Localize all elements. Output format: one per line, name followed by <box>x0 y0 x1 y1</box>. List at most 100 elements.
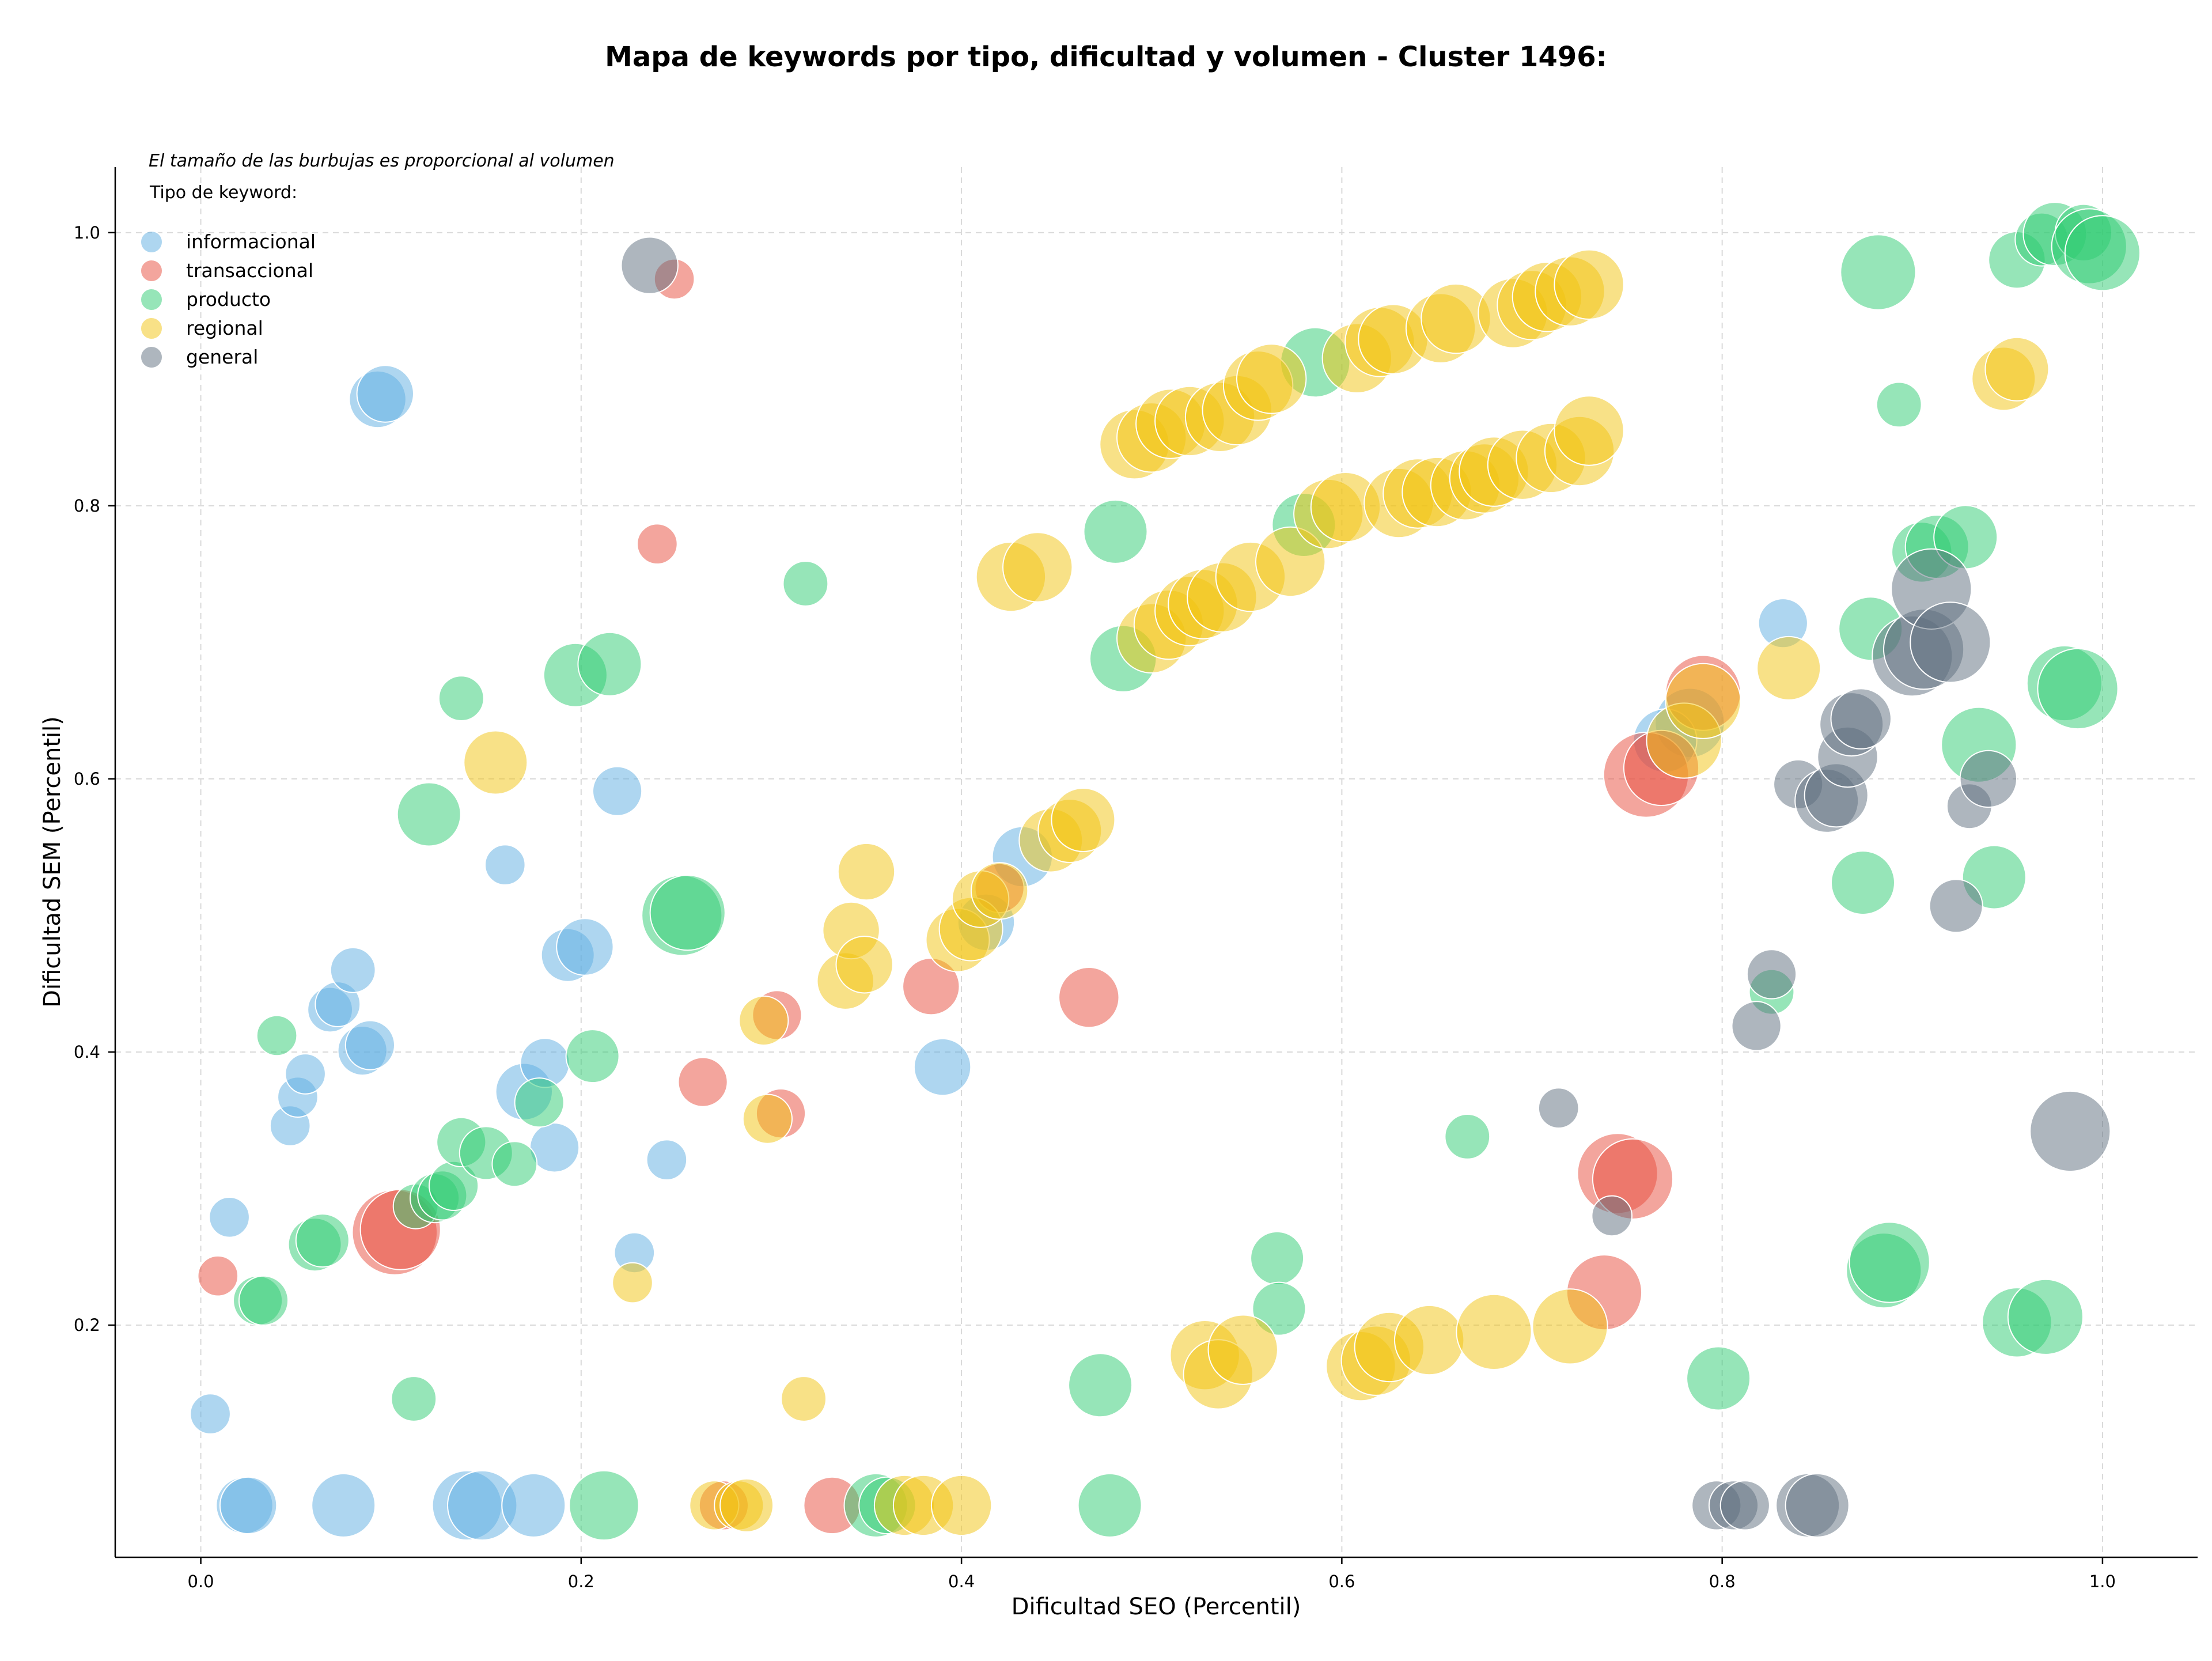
bubble-general <box>1785 1473 1850 1538</box>
bubble-regional <box>781 1376 827 1422</box>
bubble-informacional <box>219 1476 278 1535</box>
legend-marker-producto <box>140 288 163 311</box>
bubble-transaccional <box>1058 967 1120 1028</box>
bubble-regional <box>837 842 896 901</box>
bubble-general <box>1910 601 1991 683</box>
bubble-producto <box>1849 1221 1930 1303</box>
bubble-informacional <box>329 947 376 993</box>
x-axis-ticks: 0.0 0.2 0.4 0.6 0.8 1.0 <box>187 1557 2116 1591</box>
bubble-regional <box>1236 343 1307 414</box>
bubble-producto <box>1840 234 1916 311</box>
bubble-producto <box>2007 1278 2084 1355</box>
y-tick-label: 1.0 <box>74 223 100 243</box>
legend-marker-general <box>140 346 163 369</box>
legend-label-transaccional: transaccional <box>186 259 313 282</box>
bubble-producto <box>391 1376 437 1422</box>
bubble-producto <box>1083 499 1148 564</box>
bubble-informacional <box>285 1053 326 1095</box>
legend-marker-regional <box>140 317 163 340</box>
legend-label-regional: regional <box>186 317 263 339</box>
bubble-producto <box>256 1015 298 1057</box>
legend-label-informacional: informacional <box>186 230 316 253</box>
bubble-producto <box>2037 648 2119 730</box>
x-tick-label: 0.2 <box>568 1572 594 1591</box>
bubble-informacional <box>501 1473 566 1538</box>
bubble-regional <box>1756 635 1821 701</box>
bubble-producto <box>514 1077 565 1128</box>
legend-label-producto: producto <box>186 288 271 311</box>
bubble-layer <box>190 202 2141 1541</box>
bubble-regional <box>1665 663 1741 739</box>
bubble-informacional <box>311 1473 376 1538</box>
bubble-producto <box>1068 1353 1133 1418</box>
y-axis-ticks: 0.2 0.4 0.6 0.8 1.0 <box>74 223 115 1335</box>
series-general <box>620 236 2111 1538</box>
bubble-regional <box>1255 526 1326 597</box>
bubble-producto <box>491 1141 538 1187</box>
bubble-general <box>1929 879 1983 933</box>
bubble-producto <box>238 1275 289 1326</box>
bubble-regional <box>1984 336 2050 402</box>
legend-marker-transaccional <box>140 259 163 282</box>
bubble-regional <box>719 1478 774 1533</box>
bubble-regional <box>463 730 528 795</box>
bubble-regional <box>835 936 893 994</box>
bubble-informacional <box>913 1038 972 1096</box>
bubble-informacional <box>209 1197 250 1238</box>
bubble-informacional <box>556 918 614 976</box>
bubble-producto <box>577 631 642 697</box>
bubble-producto <box>1876 381 1922 428</box>
bubble-regional <box>1554 249 1624 320</box>
bubble-regional <box>1002 532 1073 603</box>
legend-title: Tipo de keyword: <box>149 183 297 203</box>
bubble-producto <box>1250 1231 1305 1285</box>
legend: informacional transaccional producto region… <box>140 230 316 369</box>
bubble-informacional <box>190 1393 231 1435</box>
bubble-regional <box>1394 1304 1465 1376</box>
x-tick-label: 0.6 <box>1328 1572 1355 1591</box>
series-producto <box>233 202 2141 1541</box>
bubble-producto <box>2064 215 2141 292</box>
bubble-transaccional <box>677 1057 728 1107</box>
chart-title: Mapa de keywords por tipo, dificultad y … <box>605 41 1607 73</box>
y-tick-label: 0.4 <box>74 1042 100 1062</box>
x-axis-label: Dificultad SEO (Percentil) <box>1012 1594 1301 1620</box>
bubble-regional <box>1532 1288 1608 1365</box>
bubble-general <box>1719 1480 1770 1531</box>
grid-lines <box>115 167 2198 1557</box>
bubble-informacional <box>646 1139 688 1181</box>
bubble-regional <box>612 1262 653 1304</box>
bubble-producto <box>569 1470 639 1541</box>
bubble-producto <box>1831 850 1895 915</box>
x-tick-label: 1.0 <box>2089 1572 2116 1591</box>
bubble-regional <box>738 995 789 1046</box>
bubble-informacional <box>484 844 526 886</box>
bubble-producto <box>1444 1114 1491 1160</box>
bubble-producto <box>1252 1281 1306 1336</box>
bubble-general <box>620 236 679 294</box>
y-tick-label: 0.2 <box>74 1315 100 1335</box>
x-tick-label: 0.8 <box>1709 1572 1736 1591</box>
bubble-producto <box>649 875 726 951</box>
bubble-general <box>1537 1087 1580 1129</box>
x-tick-label: 0.4 <box>948 1572 975 1591</box>
bubble-regional <box>930 1474 993 1537</box>
bubble-producto <box>396 782 461 847</box>
bubble-transaccional <box>637 523 678 565</box>
y-tick-label: 0.6 <box>74 769 100 789</box>
x-tick-label: 0.0 <box>187 1572 214 1591</box>
bubble-general <box>1830 688 1892 750</box>
bubble-regional <box>1554 395 1624 466</box>
bubble-general <box>1591 1195 1633 1237</box>
bubble-producto <box>1686 1346 1751 1411</box>
y-axis-label: Dificultad SEM (Percentil) <box>39 716 66 1008</box>
bubble-informacional <box>592 766 643 816</box>
bubble-producto <box>438 675 484 721</box>
bubble-regional <box>1207 1314 1278 1385</box>
y-tick-label: 0.8 <box>74 496 100 516</box>
legend-label-general: general <box>186 346 258 368</box>
bubble-informacional <box>344 1020 396 1070</box>
bubble-general <box>1746 949 1797 1000</box>
bubble-producto <box>782 561 829 607</box>
